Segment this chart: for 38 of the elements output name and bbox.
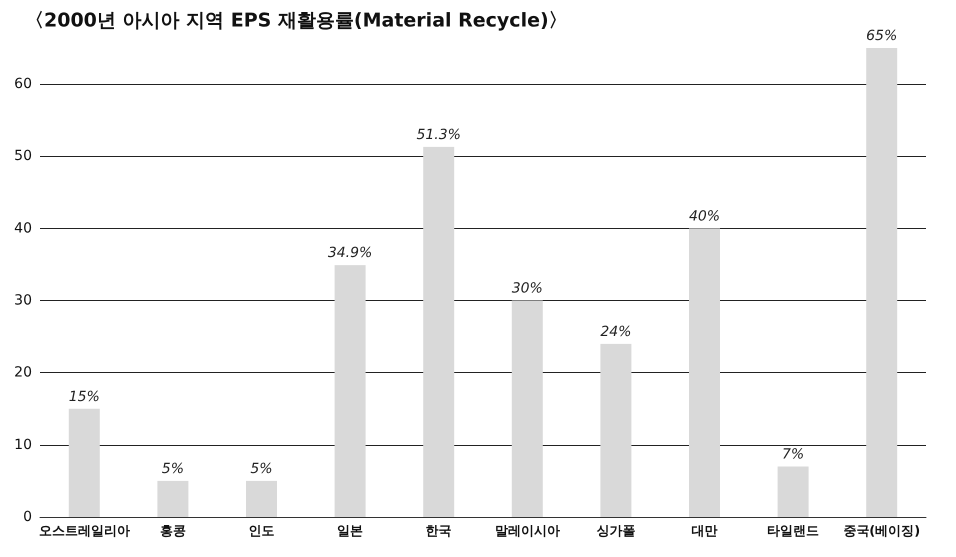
y-tick-label: 30 — [14, 292, 32, 309]
data-label: 51.3% — [416, 126, 461, 143]
y-tick-label: 20 — [14, 364, 32, 381]
x-tick-label: 싱가폴 — [596, 524, 636, 539]
data-label: 40% — [688, 208, 720, 224]
bar — [157, 480, 188, 517]
x-tick-label: 대만 — [692, 524, 718, 539]
x-tick-label: 타일랜드 — [767, 524, 820, 539]
data-label: 7% — [782, 446, 804, 462]
y-tick-label: 10 — [14, 436, 32, 453]
bar — [600, 344, 632, 517]
bar — [512, 300, 543, 517]
data-label: 15% — [68, 388, 100, 405]
bar — [334, 265, 366, 517]
bar — [688, 228, 720, 517]
x-tick-label: 홍콩 — [160, 524, 186, 539]
y-tick-label: 50 — [14, 148, 32, 164]
y-tick-label: 0 — [23, 509, 32, 525]
bar — [778, 466, 809, 517]
bar — [246, 480, 278, 517]
bar — [68, 408, 100, 517]
data-label: 34.9% — [328, 245, 372, 262]
x-tick-label: 인도 — [248, 524, 274, 539]
data-label: 30% — [512, 280, 543, 297]
y-tick-label: 40 — [14, 220, 32, 236]
x-tick-label: 일본 — [337, 524, 364, 539]
y-tick-label: 60 — [14, 76, 32, 92]
x-tick-label: 중국(베이징) — [843, 524, 920, 539]
data-label: 65% — [866, 28, 898, 44]
x-tick-label: 말레이시아 — [494, 524, 560, 539]
data-label: 5% — [162, 460, 184, 477]
data-label: 5% — [250, 460, 273, 477]
chart-title: 〈2000년 아시아 지역 EPS 재활용률(Material Recycle)〉 — [25, 10, 568, 32]
bar — [423, 146, 454, 517]
bar — [866, 48, 898, 517]
x-tick-label: 한국 — [426, 524, 452, 539]
x-tick-label: 오스트레일리아 — [38, 524, 130, 539]
data-label: 24% — [600, 324, 632, 340]
